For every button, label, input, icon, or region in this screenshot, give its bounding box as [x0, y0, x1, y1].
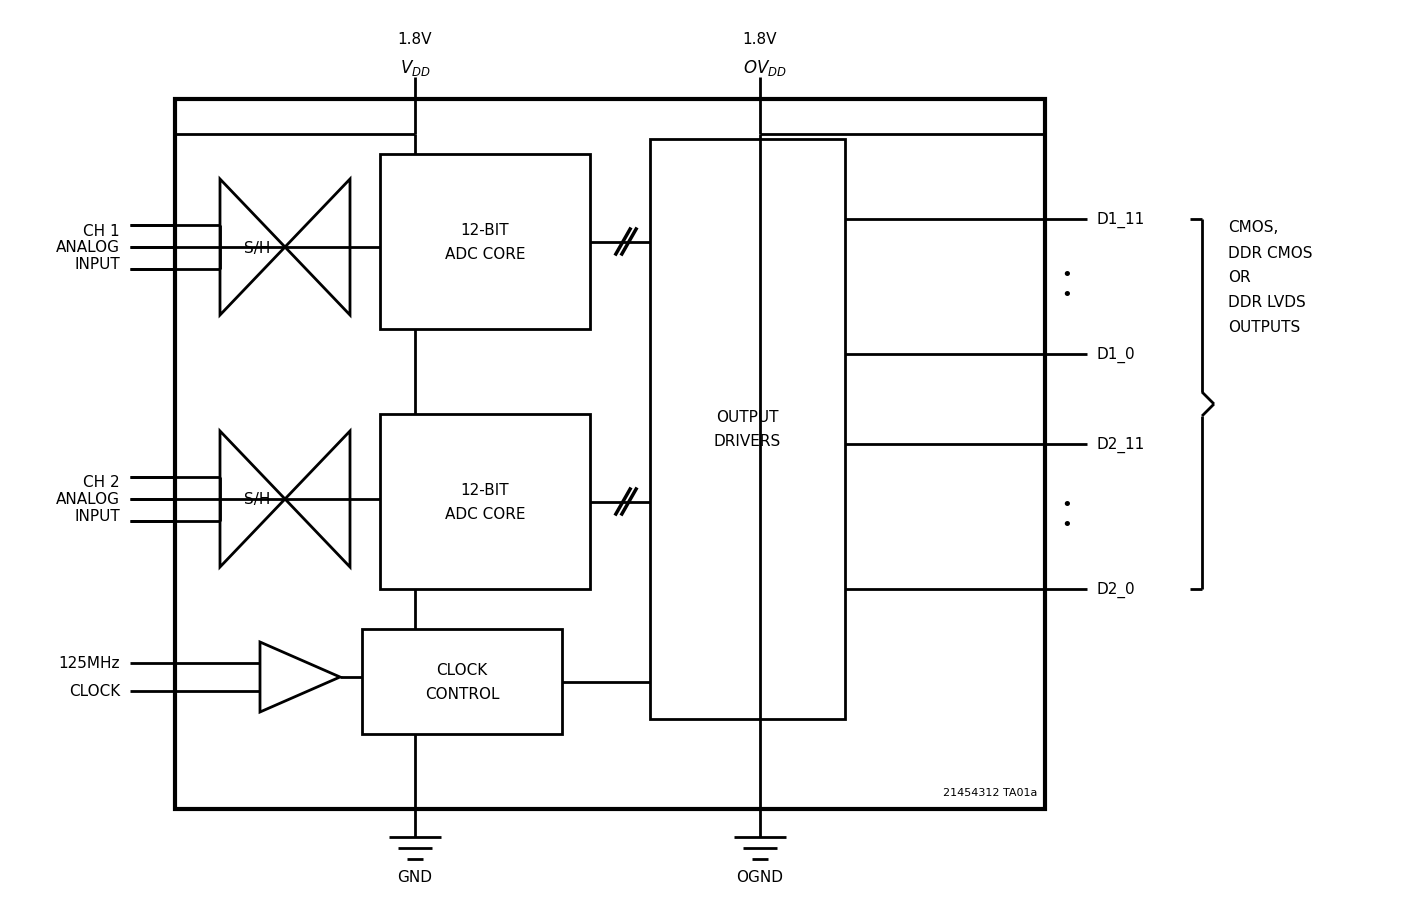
Polygon shape [220, 180, 285, 315]
Text: 21454312 TA01a: 21454312 TA01a [943, 788, 1036, 797]
Text: CLOCK: CLOCK [436, 663, 488, 677]
Text: D2_0: D2_0 [1097, 581, 1135, 597]
Text: CMOS,: CMOS, [1228, 221, 1279, 235]
Text: OUTPUT: OUTPUT [716, 410, 778, 425]
Text: •: • [1062, 267, 1073, 284]
Text: D1_0: D1_0 [1097, 346, 1135, 363]
Polygon shape [220, 432, 285, 567]
Text: $OV_{DD}$: $OV_{DD}$ [743, 58, 787, 78]
Text: 125MHz: 125MHz [58, 656, 120, 671]
Text: •: • [1062, 496, 1073, 514]
Text: 1.8V: 1.8V [743, 32, 777, 48]
Text: ADC CORE: ADC CORE [444, 506, 526, 521]
Text: $V_{DD}$: $V_{DD}$ [399, 58, 430, 78]
Text: S/H: S/H [244, 240, 271, 255]
Polygon shape [259, 642, 340, 712]
Polygon shape [285, 432, 350, 567]
Text: CH 1: CH 1 [83, 223, 120, 238]
Text: •: • [1062, 286, 1073, 304]
Text: S/H: S/H [244, 492, 271, 507]
Text: GND: GND [398, 869, 433, 884]
Text: DDR CMOS: DDR CMOS [1228, 245, 1313, 260]
Text: INPUT: INPUT [75, 257, 120, 272]
Bar [175, 100, 1045, 809]
Bar [381, 414, 589, 589]
Text: 1.8V: 1.8V [398, 32, 433, 48]
Text: D1_11: D1_11 [1097, 211, 1145, 228]
Text: OUTPUTS: OUTPUTS [1228, 320, 1300, 335]
Text: CH 2: CH 2 [83, 475, 120, 490]
Text: DRIVERS: DRIVERS [713, 434, 781, 449]
Text: CONTROL: CONTROL [424, 686, 499, 701]
Bar [650, 140, 845, 720]
Text: CLOCK: CLOCK [69, 684, 120, 698]
Text: ADC CORE: ADC CORE [444, 246, 526, 262]
Text: 12-BIT: 12-BIT [461, 482, 509, 497]
Text: OR: OR [1228, 270, 1251, 285]
Text: ANALOG: ANALOG [56, 240, 120, 255]
Text: 12-BIT: 12-BIT [461, 222, 509, 238]
Text: •: • [1062, 516, 1073, 534]
Text: DDR LVDS: DDR LVDS [1228, 295, 1306, 310]
Text: D2_11: D2_11 [1097, 437, 1145, 453]
Bar [362, 630, 563, 734]
Text: ANALOG: ANALOG [56, 492, 120, 507]
Text: INPUT: INPUT [75, 509, 120, 524]
Bar [381, 154, 589, 330]
Polygon shape [285, 180, 350, 315]
Text: OGND: OGND [736, 869, 784, 884]
